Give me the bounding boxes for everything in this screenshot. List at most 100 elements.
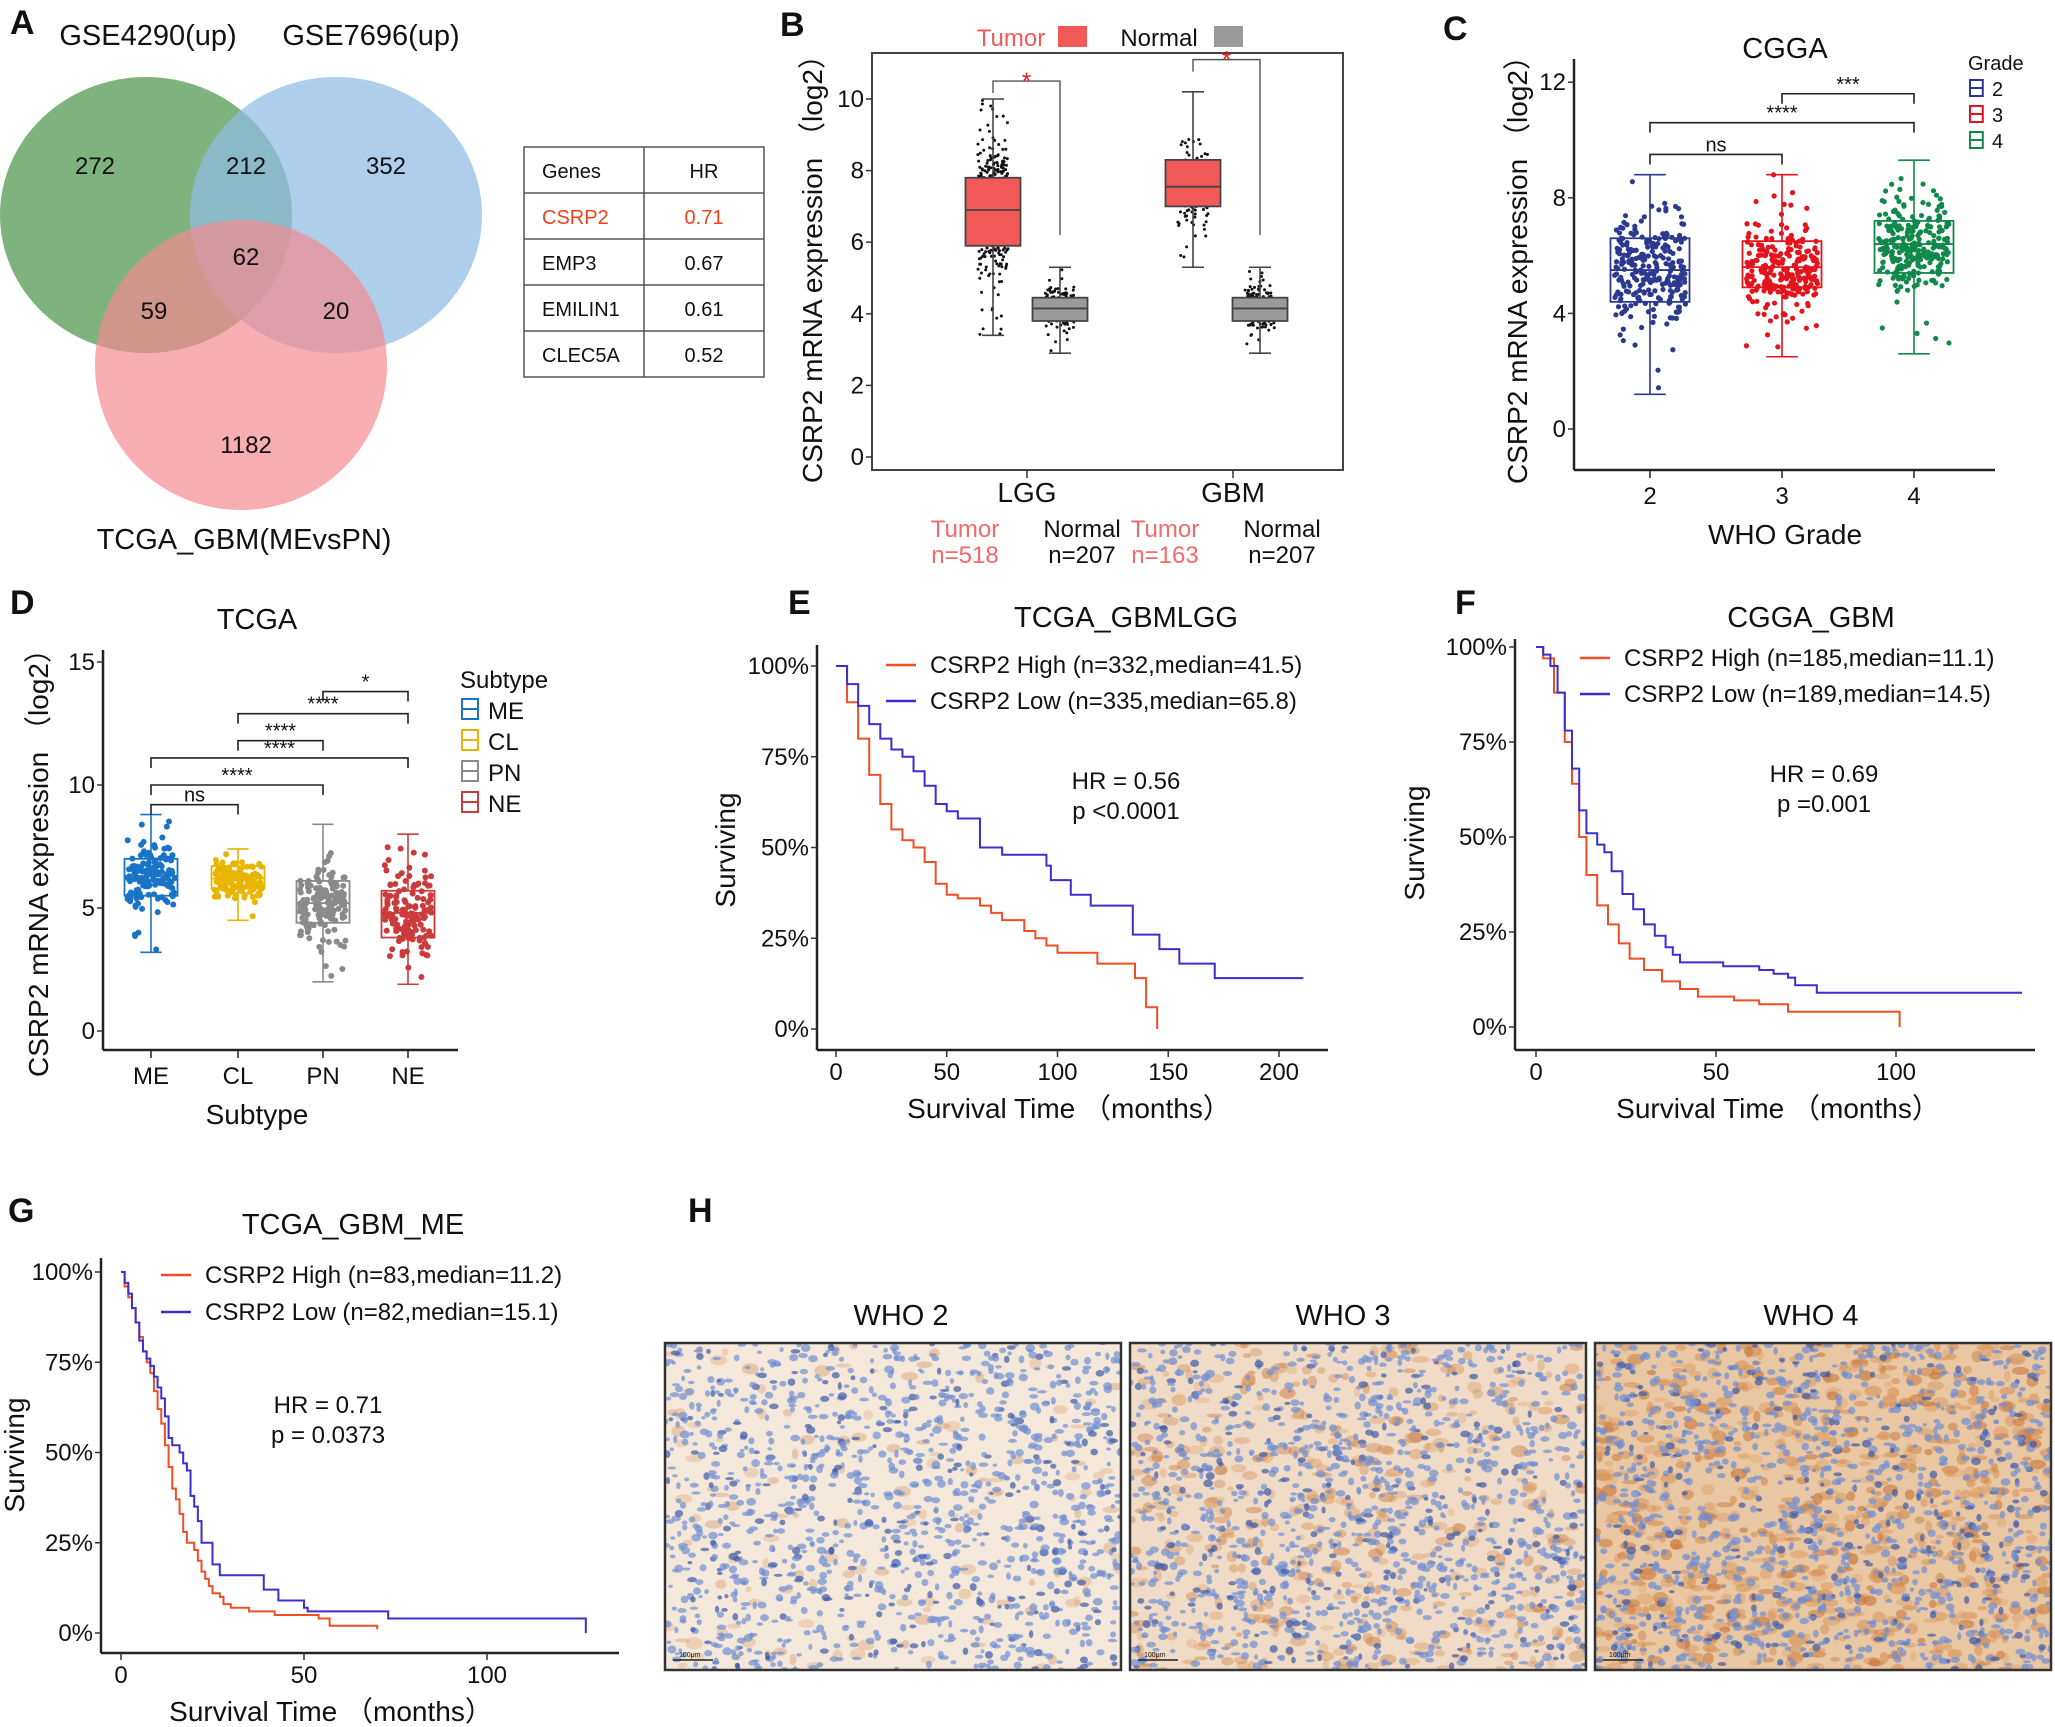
nucleus [890, 1534, 901, 1542]
nucleus [851, 1436, 861, 1441]
nucleus [722, 1563, 730, 1569]
stained-cell [1136, 1652, 1145, 1658]
stained-cell [1333, 1592, 1345, 1601]
data-point [1767, 289, 1773, 295]
stained-cell [1213, 1435, 1224, 1445]
nucleus [681, 1652, 687, 1658]
data-point [1886, 227, 1892, 234]
nucleus [903, 1439, 909, 1443]
data-point [1066, 322, 1070, 326]
data-point [998, 272, 1002, 276]
stained-cell [1383, 1350, 1398, 1359]
nucleus [995, 1372, 1005, 1380]
nucleus [1050, 1463, 1057, 1469]
nucleus [674, 1564, 684, 1573]
nucleus [909, 1548, 916, 1555]
y-tick-label: 10 [68, 772, 95, 799]
y-tick-label: 0 [82, 1018, 95, 1045]
nucleus [947, 1633, 955, 1640]
nucleus [1083, 1356, 1091, 1365]
data-point [1888, 237, 1894, 244]
data-point [985, 161, 989, 165]
venn-count: 62 [233, 244, 260, 271]
data-point [1633, 255, 1639, 262]
nucleus [1561, 1345, 1568, 1350]
nucleus [896, 1643, 904, 1648]
data-point [1933, 280, 1939, 286]
nucleus [989, 1641, 998, 1648]
data-point [1901, 203, 1907, 209]
data-point [1748, 242, 1755, 248]
data-point [386, 910, 393, 917]
nucleus [743, 1445, 749, 1450]
nucleus [1022, 1485, 1030, 1491]
nucleus [1110, 1631, 1117, 1638]
nucleus [1404, 1599, 1410, 1607]
data-point [1050, 290, 1054, 294]
nucleus [839, 1440, 847, 1447]
nucleus [1029, 1394, 1038, 1399]
nucleus [1260, 1483, 1268, 1490]
nucleus [773, 1573, 783, 1577]
stained-cell [1490, 1498, 1502, 1505]
data-point [1802, 254, 1808, 260]
nucleus [992, 1486, 1002, 1493]
stained-cell [792, 1513, 800, 1518]
stained-cell [1375, 1542, 1386, 1555]
stained-cell [1377, 1557, 1389, 1565]
nucleus [1056, 1660, 1064, 1664]
nucleus [1208, 1551, 1213, 1558]
nucleus [1114, 1493, 1121, 1498]
nucleus [917, 1544, 925, 1549]
data-point [977, 257, 981, 261]
data-point [1638, 218, 1644, 224]
nucleus [669, 1545, 675, 1551]
nucleus [990, 1413, 1000, 1418]
data-point [1802, 227, 1809, 234]
data-point [1923, 228, 1929, 234]
data-point [1187, 208, 1191, 212]
nucleus [1039, 1615, 1047, 1620]
data-point [1182, 255, 1186, 259]
data-point [1049, 349, 1053, 353]
venn-count: 212 [226, 153, 266, 180]
nucleus [927, 1569, 935, 1577]
nucleus [1269, 1616, 1279, 1624]
nucleus [696, 1619, 702, 1626]
chart-title: CGGA [1742, 33, 1828, 65]
nucleus [771, 1546, 776, 1553]
data-point [1204, 220, 1208, 224]
nucleus [973, 1663, 979, 1669]
stained-cell [1168, 1464, 1181, 1471]
nucleus [1078, 1501, 1086, 1510]
nucleus [768, 1437, 775, 1445]
nucleus [1090, 1408, 1101, 1416]
nucleus [834, 1347, 840, 1352]
stained-cell [1404, 1432, 1423, 1444]
data-point [1245, 342, 1249, 346]
nucleus [808, 1463, 814, 1470]
data-point [1929, 256, 1935, 262]
data-point [1663, 208, 1669, 214]
data-point [254, 882, 261, 889]
survival-curve-low [836, 665, 1304, 980]
data-point [1615, 304, 1622, 310]
legend-label-2: 2 [1992, 79, 2003, 101]
nucleus [692, 1661, 699, 1668]
nucleus [828, 1482, 837, 1487]
nucleus [760, 1367, 765, 1372]
legend-label-CL: CL [488, 729, 519, 756]
nucleus [1569, 1522, 1578, 1529]
nucleus [735, 1620, 742, 1625]
stained-cell [762, 1557, 769, 1569]
nucleus [819, 1586, 828, 1593]
stained-cell [1162, 1416, 1179, 1426]
stained-cell [921, 1655, 936, 1664]
data-point [988, 272, 992, 276]
nucleus [796, 1498, 803, 1506]
nucleus [790, 1434, 801, 1442]
nucleus [723, 1633, 734, 1639]
nucleus [832, 1543, 839, 1548]
nucleus [738, 1651, 744, 1657]
nucleus [908, 1406, 918, 1412]
